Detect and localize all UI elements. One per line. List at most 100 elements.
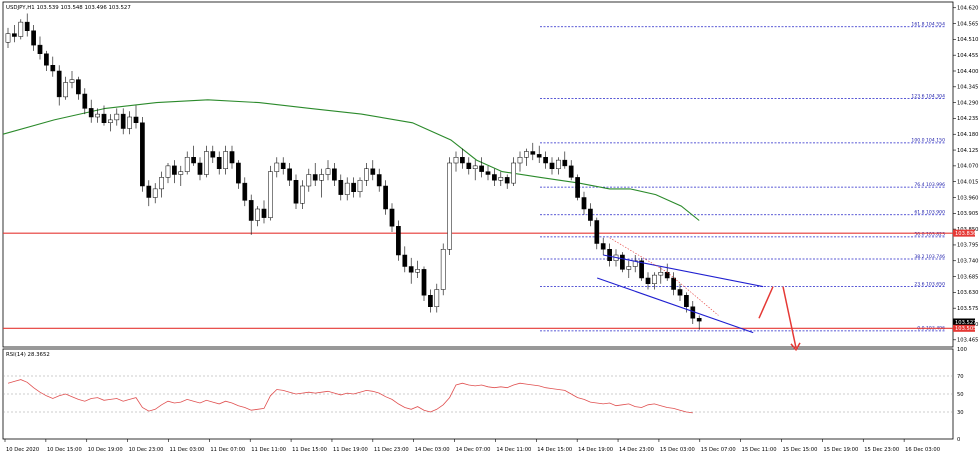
candle-body — [466, 162, 472, 169]
time-tick-label: 14 Dec 19:00 — [578, 447, 613, 453]
candle-body — [664, 272, 670, 279]
candle-body — [453, 157, 459, 164]
time-tick-label: 11 Dec 23:00 — [374, 447, 409, 453]
candle — [671, 272, 676, 296]
candle — [82, 88, 88, 115]
time-tick-label: 15 Dec 03:00 — [660, 447, 695, 453]
candle — [389, 203, 395, 232]
candle-body — [370, 168, 376, 175]
price-tick-label: 104.345 — [957, 85, 978, 91]
candle — [485, 165, 491, 181]
candle-body — [236, 162, 241, 184]
candle-body — [588, 208, 593, 221]
candle-body — [146, 185, 152, 198]
time-tick-label: 11 Dec 19:00 — [333, 447, 368, 453]
price-tick-label: 103.685 — [957, 274, 978, 280]
candle-body — [594, 220, 600, 244]
candle — [556, 157, 561, 175]
candle — [543, 151, 548, 169]
candle — [114, 108, 120, 126]
candle — [108, 114, 113, 132]
candle-body — [120, 113, 126, 129]
candle — [293, 174, 299, 209]
candle-body — [300, 185, 305, 204]
time-tick-label: 15 Dec 07:00 — [701, 447, 736, 453]
time-tick-label: 16 Dec 03:00 — [905, 447, 940, 453]
candle — [511, 157, 516, 186]
candle-body — [44, 53, 49, 66]
time-tick-label: 15 Dec 15:00 — [783, 447, 818, 453]
candle-body — [12, 33, 17, 37]
candle-body — [69, 79, 75, 83]
symbol-header: USDJPY,H1 103.539 103.548 103.496 103.52… — [6, 5, 131, 11]
candle-body — [223, 151, 228, 169]
candle — [536, 145, 542, 163]
candle — [24, 13, 30, 37]
candle-body — [440, 249, 446, 290]
candle — [344, 177, 350, 201]
candle-body — [24, 21, 30, 31]
candle — [396, 220, 401, 261]
swing-line — [609, 237, 668, 273]
candle-body — [101, 113, 107, 123]
time-tick-label: 10 Dec 19:00 — [88, 447, 123, 453]
candle-body — [549, 162, 555, 169]
candle — [216, 151, 222, 175]
fib-level-label: 100.0 104.150 — [911, 138, 945, 144]
svg-text:103.527: 103.527 — [955, 320, 976, 326]
candle-body — [504, 177, 510, 184]
candle-body — [114, 113, 120, 121]
candle — [658, 266, 664, 284]
candle-body — [248, 200, 254, 221]
rsi-line — [7, 379, 693, 414]
candle — [146, 180, 152, 207]
candle — [421, 266, 427, 301]
price-tick-label: 104.180 — [957, 132, 978, 138]
time-tick-label: 15 Dec 19:00 — [823, 447, 858, 453]
time-tick-label: 11 Dec 07:00 — [210, 447, 245, 453]
candle — [229, 145, 235, 169]
candle — [69, 71, 75, 89]
fib-level-label: 76.4 103.996 — [914, 182, 945, 188]
candle — [645, 272, 651, 290]
candle — [248, 194, 254, 235]
time-tick-label: 11 Dec 03:00 — [169, 447, 204, 453]
candle-body — [530, 151, 536, 155]
price-tick-label: 103.575 — [957, 306, 978, 312]
candle-body — [575, 177, 580, 198]
bounce-arrow — [758, 286, 774, 319]
candle — [274, 157, 280, 178]
candle-body — [229, 151, 235, 164]
candle-body — [312, 174, 318, 181]
price-tag-top: 103.836 — [953, 229, 976, 237]
candle-body — [428, 295, 433, 307]
price-tick-label: 103.960 — [957, 195, 978, 201]
candle-body — [88, 108, 94, 118]
channel-lower — [597, 277, 754, 334]
candle — [626, 260, 632, 278]
rsi-tick-label: 30 — [957, 410, 964, 416]
candle-body — [56, 70, 62, 98]
candle-body — [274, 162, 280, 172]
candle-body — [261, 208, 267, 218]
candle-body — [389, 208, 395, 227]
fib-level-label: 50.0 103.823 — [914, 232, 945, 238]
candle-body — [332, 168, 337, 181]
candle — [76, 76, 81, 100]
candle-body — [216, 157, 222, 169]
rsi-polyline — [7, 379, 693, 414]
candle — [530, 142, 536, 161]
candle — [357, 177, 363, 198]
candle — [242, 177, 248, 207]
candle — [172, 160, 177, 184]
candle-body — [479, 165, 484, 172]
price-tick-label: 104.070 — [957, 164, 978, 170]
price-tick-label: 104.565 — [957, 21, 978, 27]
price-tick-label: 104.510 — [957, 37, 978, 43]
candle-body — [383, 185, 388, 210]
candle — [63, 76, 68, 100]
candle — [18, 19, 24, 40]
candle — [204, 145, 209, 178]
candle — [159, 171, 164, 198]
candle-body — [108, 119, 113, 123]
